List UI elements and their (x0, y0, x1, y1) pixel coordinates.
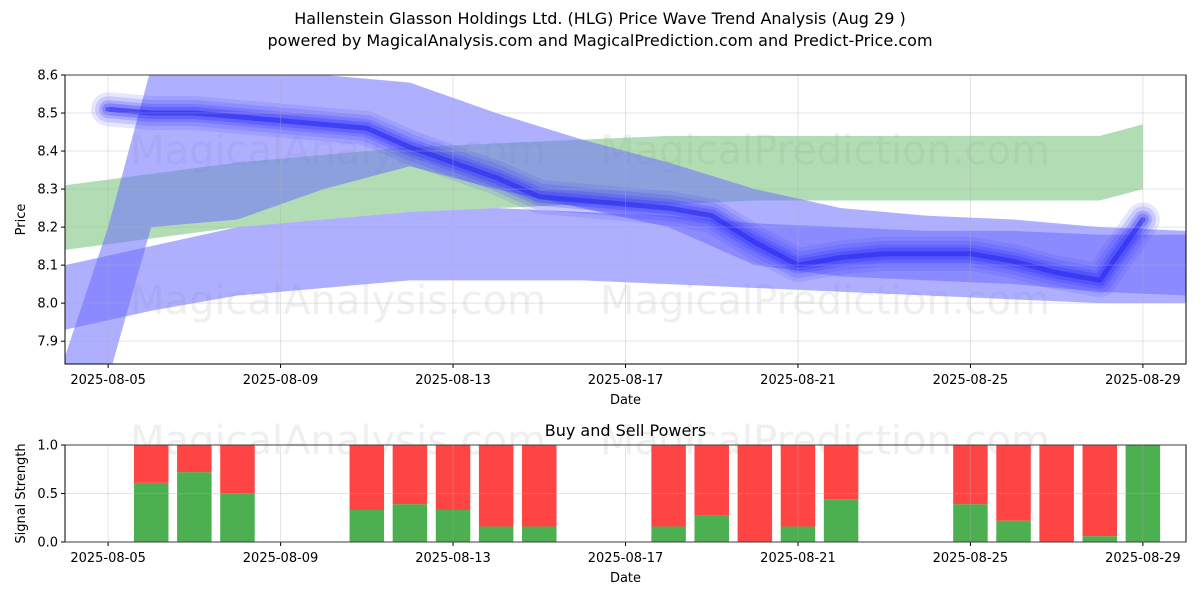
buy-bar (522, 526, 557, 542)
buy-bar (780, 526, 816, 542)
buy-bar (823, 499, 859, 542)
buy-bar (996, 520, 1031, 542)
buy-bar (1082, 536, 1118, 542)
sell-bar (694, 445, 729, 516)
x-tick-label: 2025-08-05 (70, 551, 146, 566)
subplot-title: Buy and Sell Powers (545, 421, 707, 440)
x-tick-label: 2025-08-29 (1105, 373, 1181, 388)
sell-bar (737, 445, 773, 542)
y-tick-label: 8.4 (37, 145, 58, 160)
sell-bar (780, 445, 816, 527)
sell-bar (220, 445, 255, 494)
y-tick-label: 1.0 (37, 439, 58, 454)
y-tick-label: 8.6 (37, 69, 58, 84)
x-tick-label: 2025-08-09 (243, 551, 319, 566)
buy-bar (651, 526, 686, 542)
buy-bar (133, 482, 169, 542)
x-axis-label: Date (610, 571, 641, 586)
x-tick-label: 2025-08-13 (415, 373, 491, 388)
sell-bar (349, 445, 385, 510)
sell-bar (996, 445, 1031, 521)
chart-title: Hallenstein Glasson Holdings Ltd. (HLG) … (294, 9, 906, 28)
buy-bar (478, 526, 514, 542)
buy-bar (435, 509, 471, 542)
y-tick-label: 8.0 (37, 297, 58, 312)
x-axis-label: Date (610, 393, 641, 408)
sell-bar (392, 445, 428, 505)
x-tick-label: 2025-08-13 (415, 551, 491, 566)
sell-bar (953, 445, 988, 505)
sell-bar (478, 445, 514, 527)
buy-bar (177, 472, 212, 542)
sell-bar (177, 445, 212, 473)
x-tick-label: 2025-08-17 (588, 373, 664, 388)
y-tick-label: 8.5 (37, 107, 58, 122)
x-tick-label: 2025-08-09 (243, 373, 319, 388)
x-tick-label: 2025-08-25 (933, 373, 1009, 388)
sell-bar (133, 445, 169, 483)
price-plot-area (65, 75, 1186, 364)
y-tick-label: 8.2 (37, 221, 58, 236)
prediction-line (105, 106, 1146, 283)
y-axis-label: Price (14, 204, 29, 236)
chart-subtitle: powered by MagicalAnalysis.com and Magic… (267, 31, 933, 50)
y-tick-label: 0.5 (37, 487, 58, 502)
x-tick-label: 2025-08-25 (933, 551, 1009, 566)
buy-bar (1125, 445, 1161, 542)
sell-bar (435, 445, 471, 510)
x-tick-label: 2025-08-21 (760, 551, 836, 566)
buy-bar (349, 509, 385, 542)
sell-bar (651, 445, 686, 527)
buy-bar (953, 504, 988, 542)
sell-bar (1082, 445, 1118, 537)
buy-bar (220, 493, 255, 542)
y-axis-label: Signal Strength (14, 443, 29, 543)
x-tick-label: 2025-08-21 (760, 373, 836, 388)
sell-bar (522, 445, 557, 527)
y-tick-label: 7.9 (37, 335, 58, 350)
wave-band-blue (65, 75, 1186, 364)
y-tick-label: 0.0 (37, 536, 58, 551)
x-tick-label: 2025-08-05 (70, 373, 146, 388)
y-tick-label: 8.1 (37, 259, 58, 274)
sell-bar (1039, 445, 1074, 542)
x-tick-label: 2025-08-17 (588, 551, 664, 566)
buy-bar (694, 515, 729, 542)
sell-bar (823, 445, 859, 500)
x-tick-label: 2025-08-29 (1105, 551, 1181, 566)
y-tick-label: 8.3 (37, 183, 58, 198)
signal-plot-area (133, 445, 1161, 542)
buy-bar (392, 504, 428, 542)
